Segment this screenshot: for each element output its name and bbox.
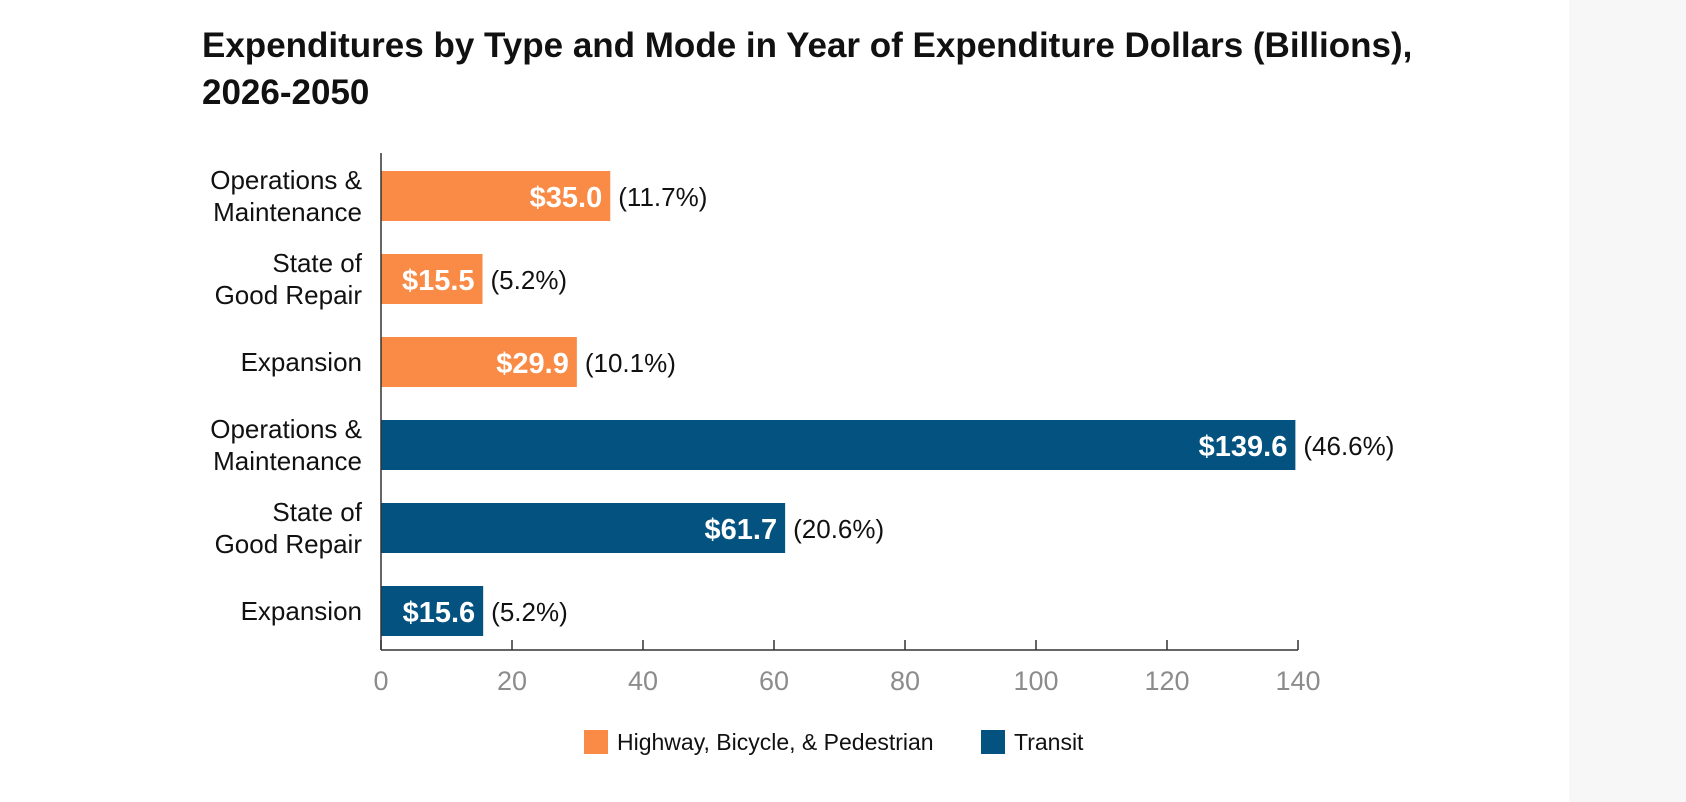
bar [381, 586, 484, 636]
bars-group [381, 171, 1296, 636]
category-label-line: Expansion [241, 596, 362, 626]
bar [381, 420, 1296, 470]
category-label: Expansion [241, 347, 362, 377]
x-tick-label: 120 [1144, 666, 1189, 696]
chart-title: Expenditures by Type and Mode in Year of… [202, 26, 1413, 112]
category-label-line: State of [272, 248, 362, 278]
bar-value-label: $15.5 [402, 265, 475, 297]
category-label-line: Expansion [241, 347, 362, 377]
category-label-line: Good Repair [215, 529, 363, 559]
category-label-line: Maintenance [213, 446, 362, 476]
category-label-line: Good Repair [215, 280, 363, 310]
bar-value-label: $61.7 [705, 514, 778, 546]
bar-percent-label: (46.6%) [1303, 431, 1394, 461]
category-label: State of Good Repair [215, 497, 363, 559]
bar [381, 171, 611, 221]
page-margin-strip [1569, 0, 1686, 802]
category-label-line: Operations & [210, 165, 362, 195]
legend-label: Transit [1014, 729, 1084, 755]
bar [381, 503, 786, 553]
category-label-line: Operations & [210, 414, 362, 444]
category-label-line: Maintenance [213, 197, 362, 227]
bar-percent-label: (10.1%) [585, 348, 676, 378]
x-tick-label: 140 [1275, 666, 1320, 696]
bar-percent-label: (5.2%) [491, 265, 568, 295]
bar-percent-label: (11.7%) [618, 182, 707, 212]
category-label: Operations & Maintenance [210, 165, 362, 227]
legend-swatch [981, 730, 1005, 754]
category-label: State of Good Repair [215, 248, 363, 310]
x-tick-label: 0 [373, 666, 388, 696]
bar-percent-label: (20.6%) [793, 514, 884, 544]
bar [381, 337, 577, 387]
legend-label: Highway, Bicycle, & Pedestrian [617, 729, 934, 755]
x-tick-label: 20 [497, 666, 527, 696]
legend: Highway, Bicycle, & Pedestrian Transit [584, 729, 1084, 755]
x-tick-label: 80 [890, 666, 920, 696]
x-tick-label: 100 [1013, 666, 1058, 696]
bar-value-label: $15.6 [403, 597, 476, 629]
labels-group: $35.0 (11.7%)Operations & Maintenance$15.5… [210, 165, 1394, 629]
bar-value-label: $29.9 [496, 348, 569, 380]
x-tick-label: 60 [759, 666, 789, 696]
bar-value-label: $35.0 [530, 182, 603, 214]
category-label-line: State of [272, 497, 362, 527]
bar-percent-label: (5.2%) [491, 597, 568, 627]
bar-value-label: $139.6 [1199, 431, 1288, 463]
legend-swatch [584, 730, 608, 754]
axis-group: 0 20 40 60 80 100 120 140 [373, 153, 1321, 696]
bar [381, 254, 483, 304]
x-tick-label: 40 [628, 666, 658, 696]
category-label: Expansion [241, 596, 362, 626]
category-label: Operations & Maintenance [210, 414, 362, 476]
